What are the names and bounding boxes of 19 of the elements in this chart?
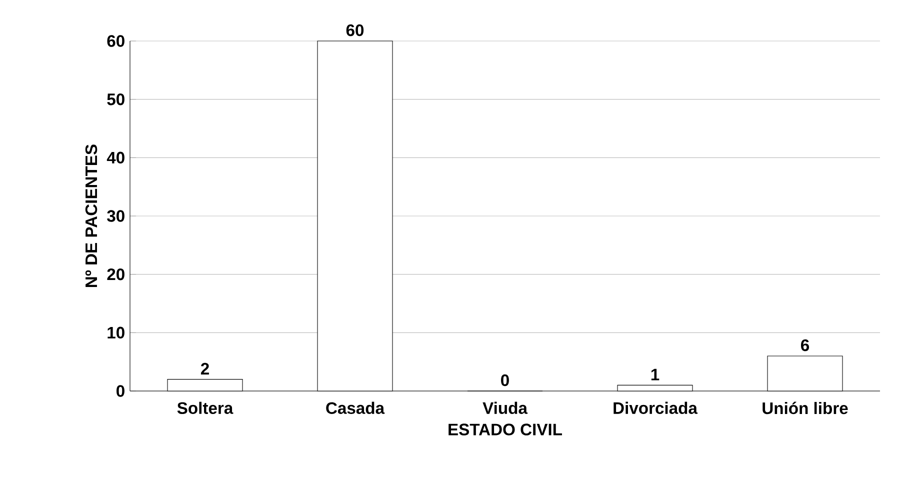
data-label: 60 [346, 24, 364, 36]
y-tick-label: 40 [106, 152, 124, 164]
x-tick-label: Unión libre [762, 402, 848, 414]
x-tick-label: Viuda [482, 402, 528, 414]
data-label: 6 [801, 339, 810, 352]
data-label: 1 [651, 368, 660, 380]
x-tick-label: Divorciada [614, 402, 698, 414]
y-tick-label: 50 [107, 93, 124, 106]
y-tick-label: 30 [107, 210, 124, 222]
data-label: 2 [200, 362, 209, 374]
y-tick-label: 10 [108, 326, 124, 339]
y-tick-label: 20 [107, 268, 124, 280]
y-tick-label: 0 [116, 385, 124, 397]
y-axis-title: Nº DE PACIENTES [85, 144, 98, 287]
data-label: 0 [501, 374, 509, 386]
y-tick-label: 60 [107, 35, 124, 47]
x-tick-label: Casada [326, 402, 385, 414]
x-axis-title: ESTADO CIVIL [448, 424, 562, 436]
x-tick-label: Soltera [177, 402, 234, 414]
